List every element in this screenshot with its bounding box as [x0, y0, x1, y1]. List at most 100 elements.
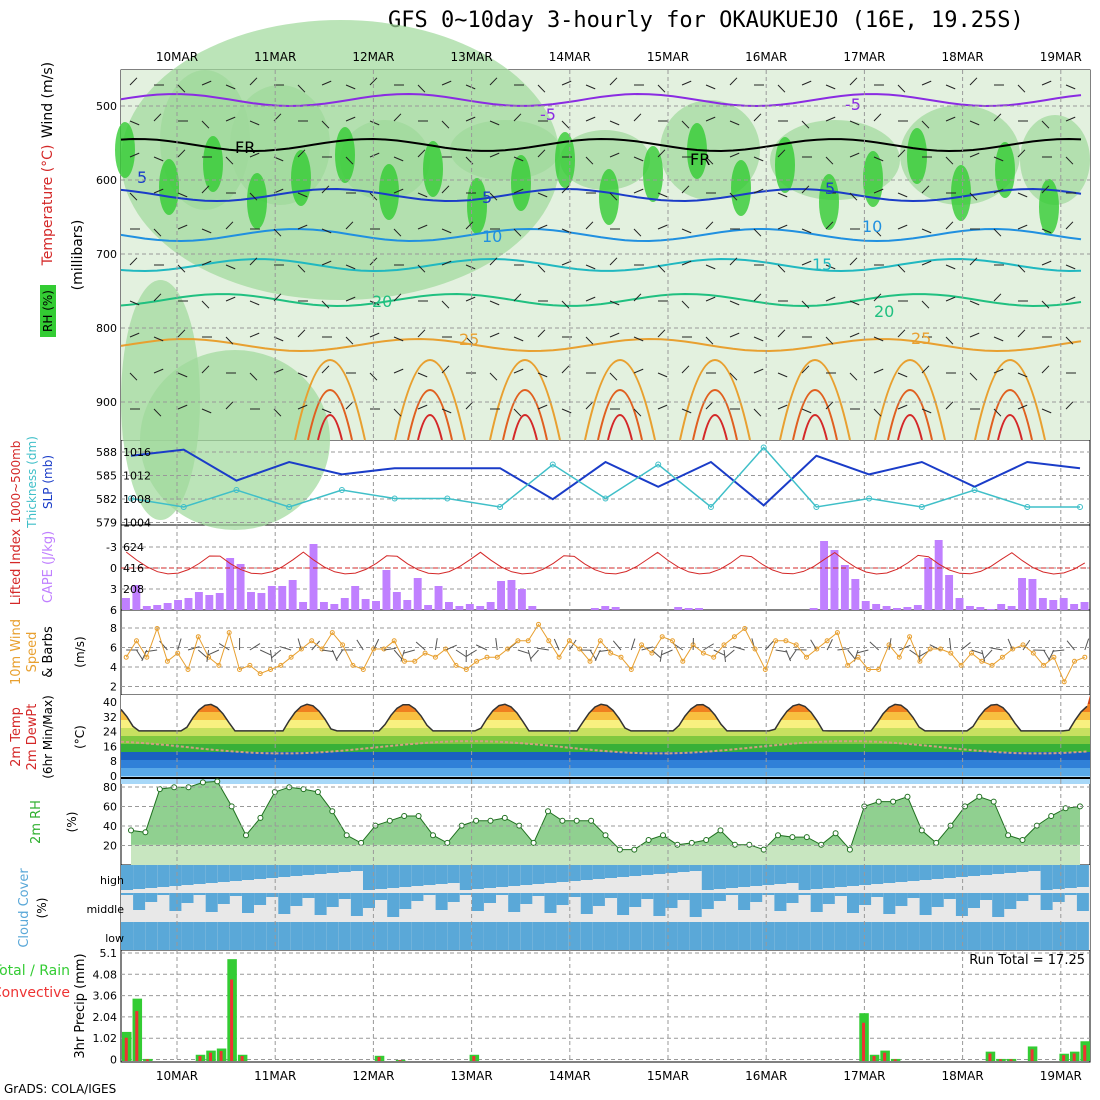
cloud-level-label: middle: [86, 903, 124, 916]
cloud-low-bar: [641, 922, 654, 950]
thickness-tick: 582: [96, 493, 117, 506]
rh-high-fill: [775, 137, 795, 193]
wind-barb: [465, 296, 476, 302]
cloud-high-bar: [556, 865, 569, 882]
wind-barb: [393, 188, 404, 194]
rh-marker: [775, 832, 781, 839]
cloud-low-bar: [326, 922, 339, 950]
cloud-low-bar: [242, 922, 254, 950]
cloud-low-bar: [217, 922, 230, 950]
wind-marker: [432, 654, 438, 660]
cloud-middle-bar: [496, 893, 509, 895]
wind-barb: [753, 113, 762, 122]
rh-marker: [803, 834, 810, 841]
wind-barb-10m: [856, 649, 869, 654]
cloud-high-bar: [738, 865, 751, 887]
wind-barb: [825, 84, 836, 90]
wind-barb: [729, 372, 738, 381]
thickness-marker: [497, 504, 504, 510]
cloud-high-bar: [810, 865, 823, 889]
wind-barb: [585, 84, 596, 90]
cape-bar: [319, 602, 328, 610]
wind-barb: [921, 408, 932, 414]
wind-barb: [897, 329, 906, 338]
temp-color-band: [121, 728, 1090, 736]
label-temperature: Temperature (°C): [40, 145, 56, 267]
wind-barb: [321, 80, 332, 86]
label-speed: Speed: [25, 632, 40, 673]
wind-barb: [753, 156, 764, 162]
rh-marker: [329, 808, 336, 815]
wind-barb-10m: [1084, 638, 1090, 651]
wind-barb: [681, 80, 692, 86]
wind-barb: [249, 257, 258, 266]
cloud-low-bar: [617, 922, 630, 950]
wind-barb-10m: [434, 638, 438, 651]
cloud-high-bar: [822, 865, 835, 888]
wind-barb: [297, 192, 308, 198]
wind-barb: [153, 368, 164, 374]
wind-barb: [921, 365, 930, 374]
date-label-top: 16MAR: [745, 50, 787, 64]
cloud-middle-bar: [762, 893, 775, 895]
temp-color-band: [121, 704, 1090, 712]
wind-barb: [921, 120, 930, 129]
pressure-tick: 700: [96, 248, 117, 261]
cloud-middle-bar: [459, 893, 472, 895]
rh-marker: [631, 846, 638, 853]
wind-barb: [609, 77, 618, 86]
thickness-line: [130, 446, 1080, 509]
cloud-high-bar: [133, 865, 146, 889]
warm-dome-inner: [987, 389, 1033, 441]
cape-bar: [236, 564, 245, 610]
wind-barb: [225, 156, 234, 165]
precip-convective-bar: [1030, 1049, 1034, 1061]
cape-bar: [434, 586, 443, 610]
wind-barb: [681, 120, 690, 129]
precip-convective-bar: [1072, 1053, 1076, 1061]
cloud-middle-bar: [520, 893, 533, 904]
cape-bar: [872, 604, 881, 610]
wind-barb: [537, 372, 548, 378]
cloud-low-bar: [484, 922, 496, 950]
wind-barb: [993, 188, 1004, 194]
cape-bar: [153, 605, 162, 610]
cloud-low-bar: [302, 922, 315, 950]
wind-barb: [777, 84, 786, 93]
wind-barb-10m: [335, 649, 344, 661]
precip-convective-bar: [1062, 1055, 1066, 1061]
wind-barb: [129, 300, 140, 306]
wind-barb: [225, 116, 236, 122]
wind-barb-10m: [356, 639, 364, 651]
cloud-middle-bar: [750, 893, 763, 902]
rh-marker: [214, 778, 221, 785]
wind-barb: [465, 116, 476, 122]
wind-marker: [546, 638, 552, 644]
wind-barb: [1017, 192, 1028, 198]
cape-bar: [913, 605, 922, 610]
label-total-rain: Total / Rain: [0, 963, 70, 979]
wind-marker: [453, 662, 459, 668]
wind-barb: [201, 185, 210, 194]
rh-marker: [257, 814, 264, 821]
rh-marker: [430, 832, 436, 839]
rh-high-fill: [247, 173, 267, 229]
wind-marker: [979, 658, 985, 664]
wind-barb: [729, 77, 738, 86]
cape-bar: [486, 602, 495, 610]
wind-barb: [441, 80, 452, 86]
cape-bar: [278, 586, 287, 610]
isotherm-line: [120, 227, 1082, 243]
wind-barb: [321, 260, 332, 266]
wind-barb: [489, 372, 498, 381]
wind-barb: [993, 293, 1002, 302]
cloud-low-bar: [738, 922, 751, 950]
wind-barb-10m: [713, 649, 725, 656]
cloud-middle-bar: [145, 893, 158, 902]
warm-dome-inner: [887, 389, 933, 441]
label-precip-axis: 3hr Precip (mm): [73, 953, 88, 1058]
rh-high-fill: [379, 164, 399, 220]
wind-barb-10m: [383, 647, 396, 651]
wind-barb: [1041, 300, 1050, 309]
